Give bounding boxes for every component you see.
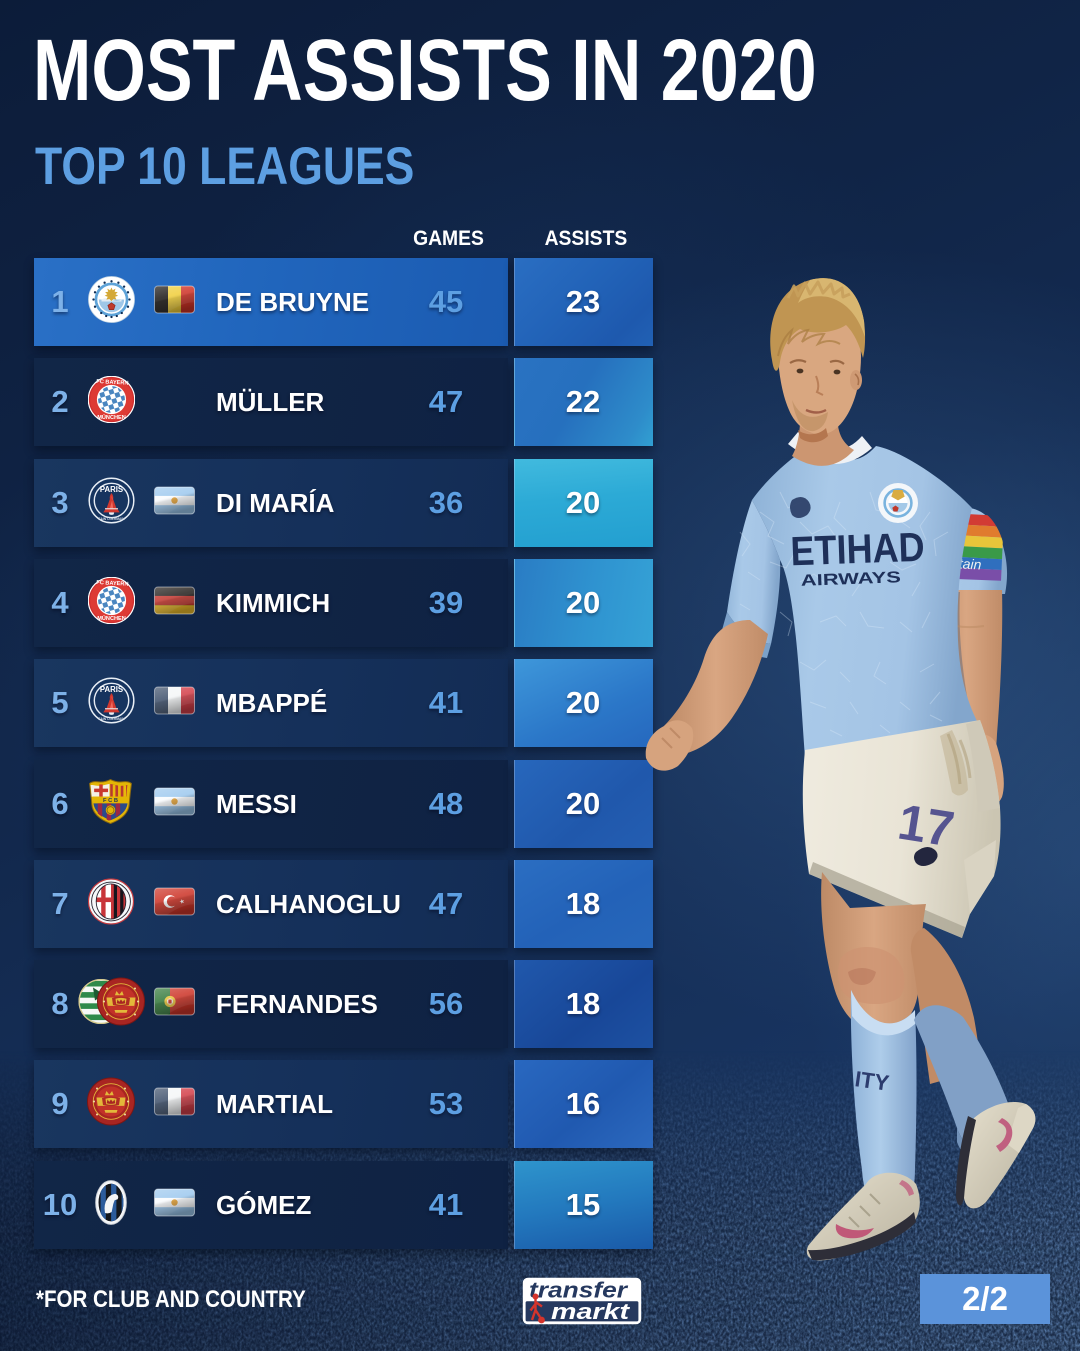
svg-text:FC BAYERN: FC BAYERN bbox=[96, 379, 128, 387]
svg-text:FC BAYERN: FC BAYERN bbox=[96, 580, 128, 588]
svg-text:markt: markt bbox=[551, 1299, 631, 1324]
svg-text:transfer: transfer bbox=[529, 1278, 629, 1303]
svg-text:SAINT-GERMAIN: SAINT-GERMAIN bbox=[98, 517, 125, 521]
svg-text:MÜNCHEN: MÜNCHEN bbox=[97, 615, 126, 622]
svg-text:17: 17 bbox=[894, 794, 958, 858]
svg-text:ETIHAD: ETIHAD bbox=[790, 524, 926, 575]
svg-text:AIRWAYS: AIRWAYS bbox=[801, 569, 902, 589]
svg-text:PARIS: PARIS bbox=[100, 485, 123, 494]
svg-text:SAINT-GERMAIN: SAINT-GERMAIN bbox=[98, 717, 125, 721]
svg-text:F C B: F C B bbox=[103, 798, 118, 804]
svg-text:ITY: ITY bbox=[853, 1066, 891, 1096]
svg-text:PARIS: PARIS bbox=[100, 685, 123, 694]
svg-text:MÜNCHEN: MÜNCHEN bbox=[97, 414, 126, 421]
